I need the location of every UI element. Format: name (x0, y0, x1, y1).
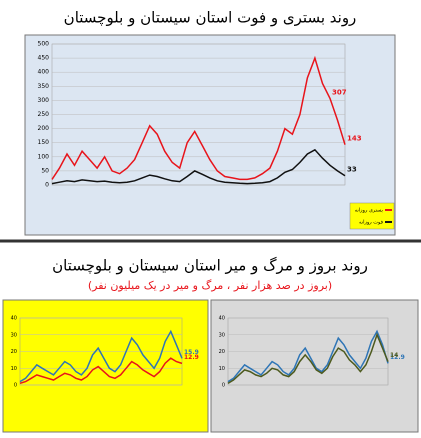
series-line (19, 329, 183, 383)
data-label: 12.9 (390, 354, 405, 361)
y-tick-label: 40 (219, 316, 225, 322)
y-tick-label: 0 (45, 182, 49, 189)
y-tick-label: 50 (41, 167, 49, 174)
data-label: 12.9 (184, 354, 199, 361)
data-label: 307 (332, 88, 347, 96)
y-tick-label: 400 (38, 69, 50, 76)
series-line (19, 357, 183, 385)
y-tick-label: 30 (11, 332, 17, 338)
y-tick-label: 0 (14, 383, 17, 389)
y-tick-label: 150 (38, 139, 50, 146)
legend-box (349, 202, 395, 230)
y-tick-label: 30 (219, 332, 225, 338)
series-line (227, 332, 389, 384)
section-subtitle: (بروز در صد هزار نفر ، مرگ و میر در یک م… (88, 279, 332, 292)
data-label: 33 (347, 166, 357, 174)
y-tick-label: 100 (38, 153, 50, 160)
y-tick-label: 450 (38, 55, 50, 62)
y-tick-label: 500 (38, 41, 50, 48)
y-tick-label: 350 (38, 83, 50, 90)
y-tick-label: 10 (11, 366, 17, 372)
data-label: 14 (390, 352, 398, 359)
y-tick-label: 300 (38, 97, 50, 104)
series-line (227, 329, 389, 383)
data-label: 143 (347, 135, 362, 143)
series-line (51, 55, 346, 181)
chart-title: روند بستری و فوت استان سیستان و بلوچستان (64, 9, 357, 27)
y-tick-label: 0 (222, 383, 225, 389)
section-title: روند بروز و مرگ و میر استان سیستان و بلو… (52, 257, 368, 275)
y-tick-label: 200 (38, 125, 50, 132)
series-line (51, 148, 346, 185)
y-tick-label: 20 (11, 349, 17, 355)
legend-label: فوت روزانه (359, 220, 384, 226)
chart-panel (2, 299, 209, 433)
y-tick-label: 250 (38, 111, 50, 118)
legend-label: بستری روزانه (355, 208, 383, 214)
chart-panel (24, 34, 396, 236)
y-tick-label: 10 (219, 366, 225, 372)
data-label: 15.9 (184, 349, 199, 356)
y-tick-label: 20 (219, 349, 225, 355)
y-tick-label: 40 (11, 316, 17, 322)
